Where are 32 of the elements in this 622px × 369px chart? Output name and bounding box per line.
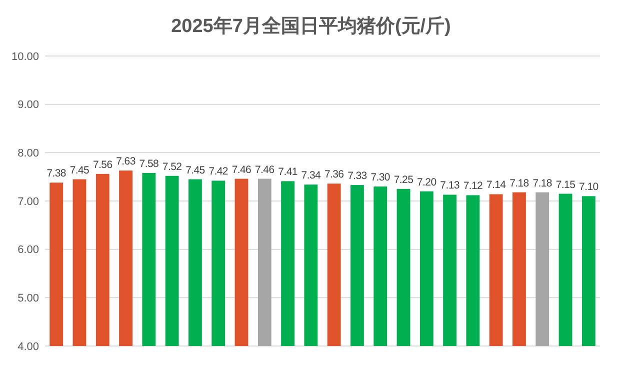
data-label: 7.42 [208, 166, 228, 178]
data-label: 7.18 [510, 177, 530, 190]
data-label: 7.25 [394, 174, 414, 186]
data-label: 7.12 [463, 180, 484, 192]
data-label: 7.45 [186, 164, 206, 176]
y-tick-label: 4.00 [18, 340, 39, 353]
y-tick-label: 10.00 [11, 50, 39, 63]
data-label: 7.41 [278, 166, 298, 178]
data-label: 7.18 [532, 177, 552, 190]
data-label: 7.56 [93, 158, 113, 171]
y-tick-label: 6.00 [18, 244, 39, 256]
data-label: 7.46 [255, 164, 275, 176]
data-label: 7.36 [324, 168, 344, 181]
data-label: 7.33 [348, 170, 368, 182]
data-label: 7.45 [70, 164, 90, 176]
data-label: 7.52 [162, 160, 182, 173]
data-label: 7.38 [46, 168, 66, 180]
y-tick-label: 7.00 [18, 196, 39, 208]
chart-title: 2025年7月全国日平均猪价(元/斤) [171, 15, 451, 37]
data-label: 7.13 [440, 180, 460, 192]
data-label: 7.15 [556, 178, 576, 191]
data-label: 7.58 [139, 158, 159, 170]
data-label: 7.34 [301, 170, 321, 182]
data-label: 7.30 [370, 172, 390, 184]
y-tick-label: 5.00 [18, 292, 39, 305]
data-label: 7.10 [579, 181, 599, 194]
data-label: 7.63 [116, 156, 136, 168]
data-label: 7.46 [232, 164, 252, 176]
y-tick-label: 8.00 [18, 148, 39, 160]
data-label: 7.14 [486, 179, 506, 192]
data-label: 7.20 [417, 176, 437, 188]
y-tick-label: 9.00 [18, 99, 39, 112]
